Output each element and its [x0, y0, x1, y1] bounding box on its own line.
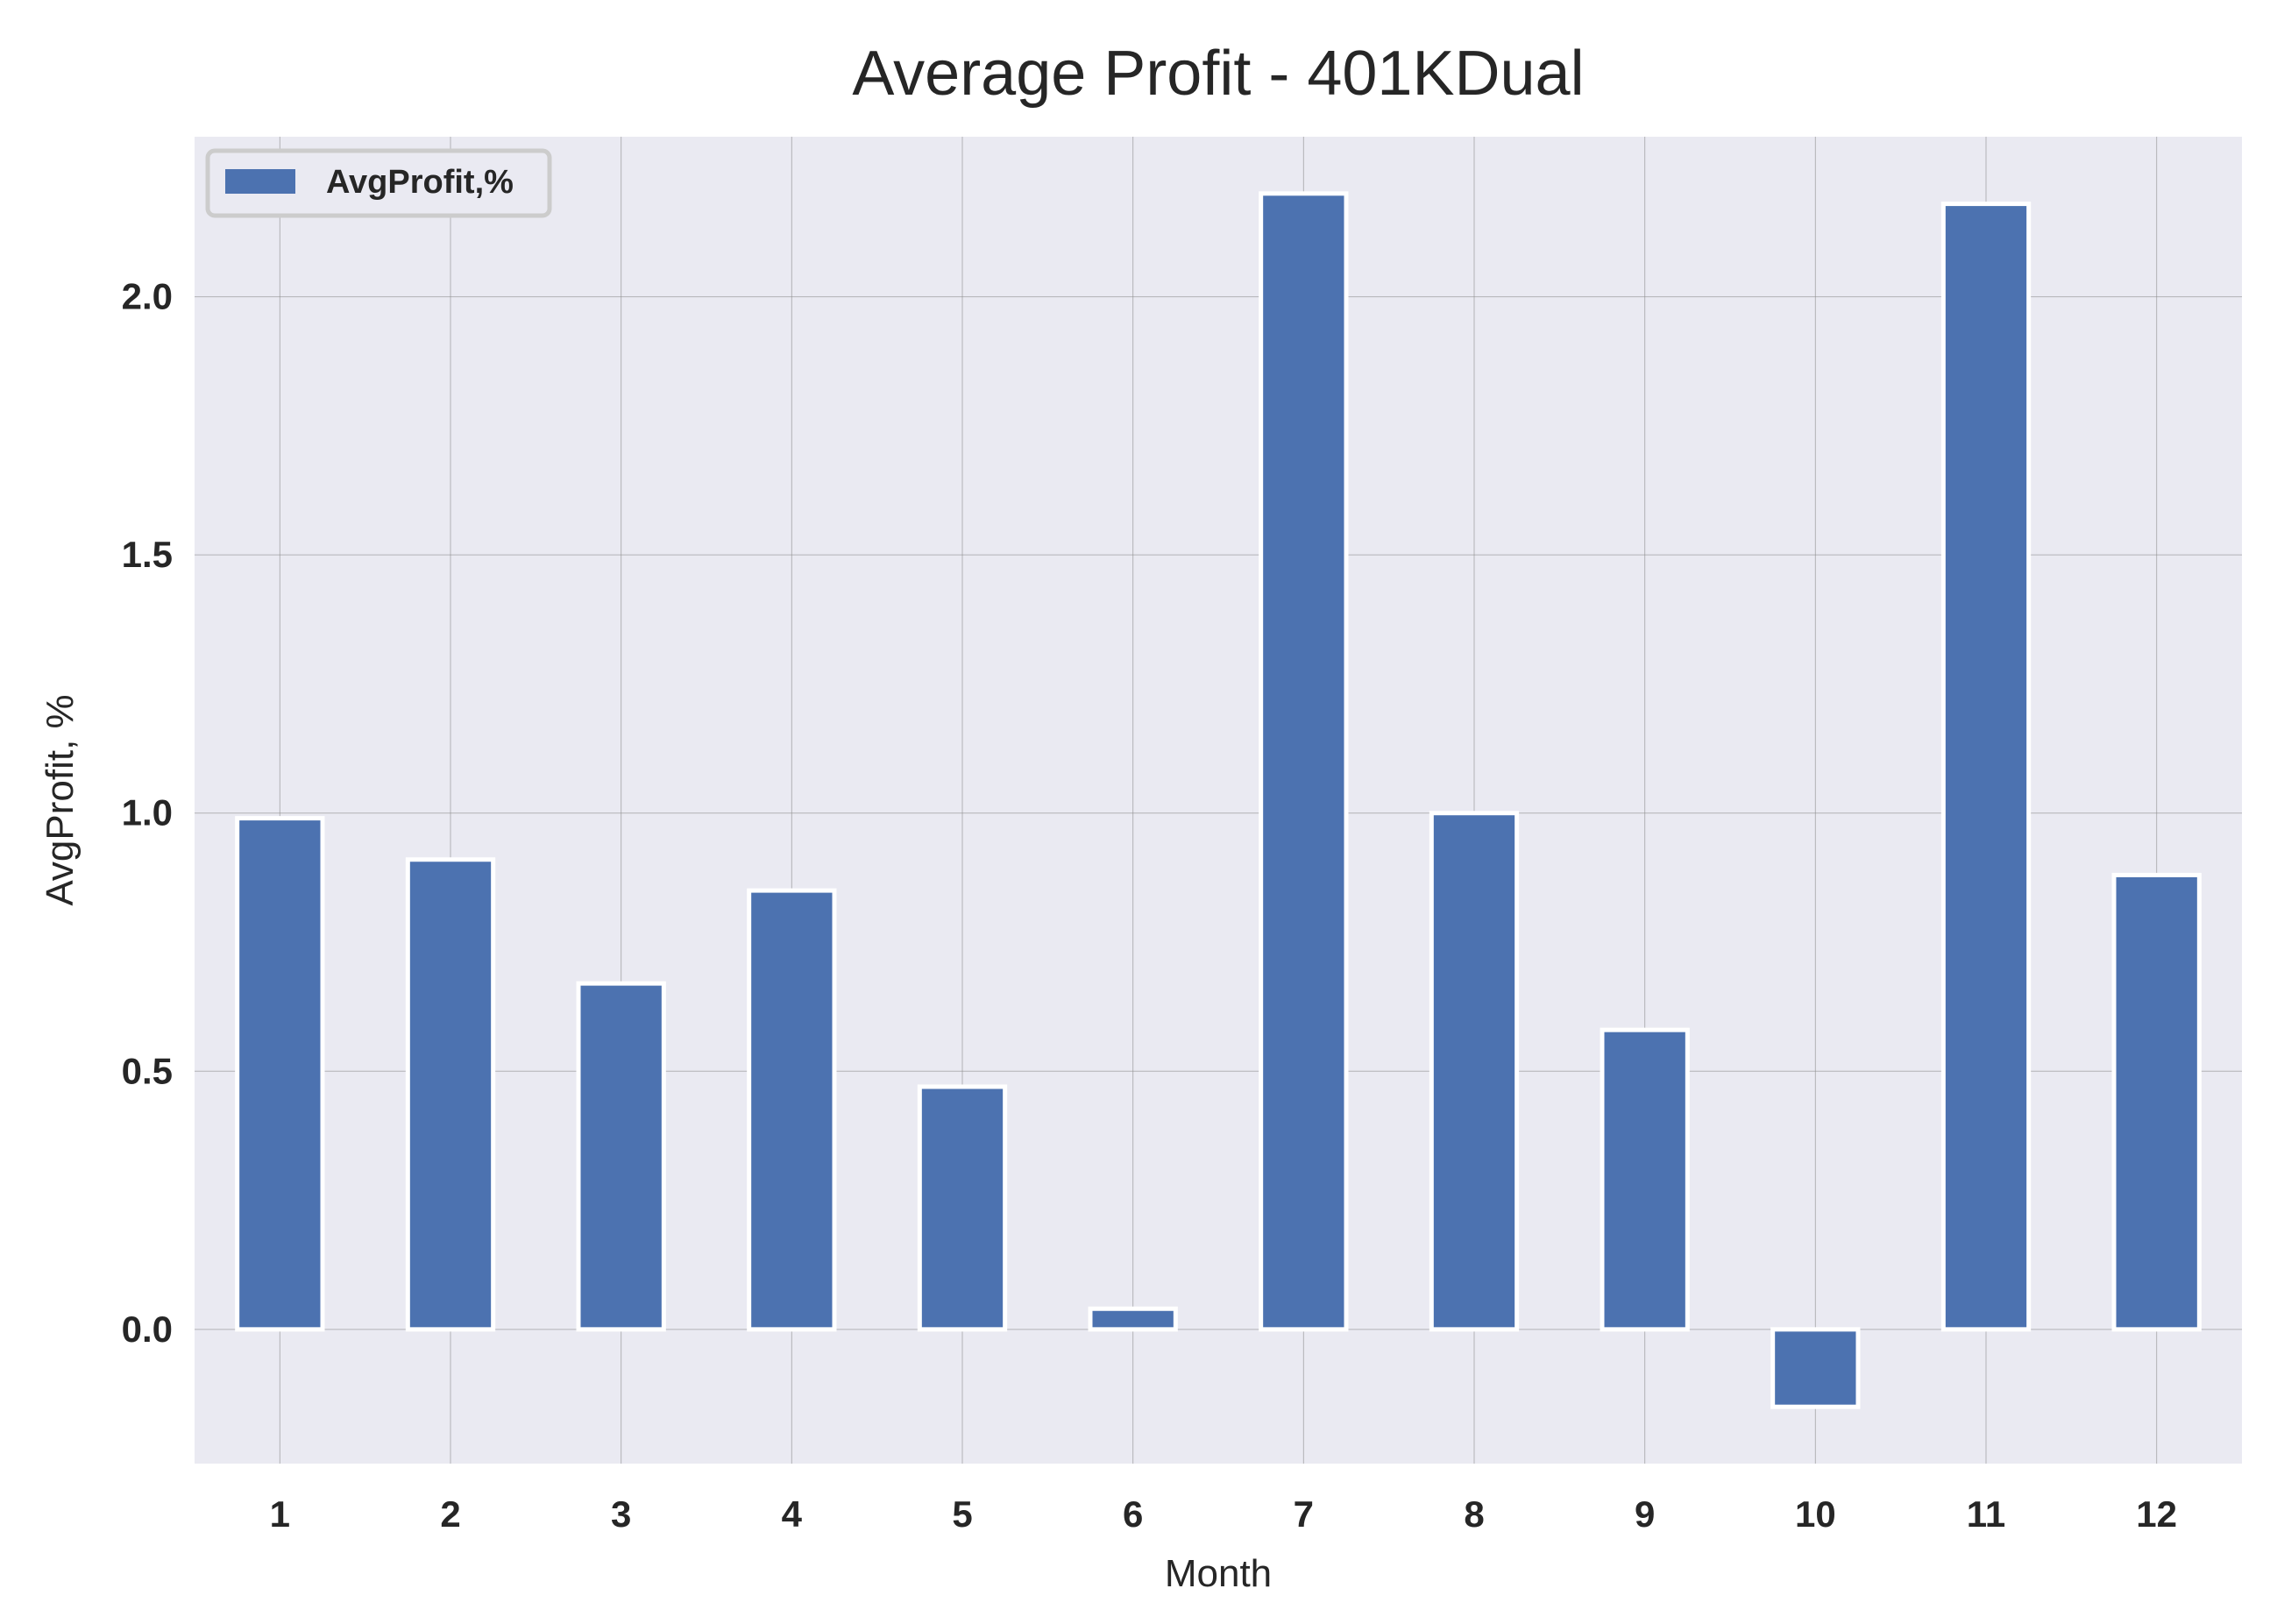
x-tick-labels: 1 2 3 4 5 6 7 8 9 10 11 12 [270, 1493, 2177, 1535]
x-tick-label: 12 [2136, 1493, 2177, 1535]
x-tick-label: 11 [1967, 1493, 2005, 1535]
x-tick-label: 6 [1123, 1493, 1143, 1535]
x-tick-label: 7 [1294, 1493, 1314, 1535]
bar-month-2 [405, 857, 496, 1332]
bar-month-8 [1429, 811, 1520, 1332]
y-tick-label: 2.0 [122, 276, 173, 317]
x-tick-label: 4 [782, 1493, 803, 1535]
bar-month-6 [1088, 1306, 1178, 1332]
bar-month-9 [1600, 1027, 1690, 1332]
bars [235, 191, 2202, 1409]
bar-month-5 [917, 1084, 1008, 1332]
y-tick-label: 1.5 [122, 534, 173, 575]
x-tick-label: 1 [270, 1493, 290, 1535]
bar-month-3 [576, 981, 666, 1332]
plot-background [195, 137, 2242, 1464]
legend-swatch [225, 169, 295, 194]
y-tick-labels: 0.0 0.5 1.0 1.5 2.0 [122, 276, 173, 1350]
legend-label: AvgProfit,% [326, 164, 514, 201]
y-tick-label: 0.0 [122, 1308, 173, 1350]
bar-month-12 [2111, 872, 2202, 1332]
legend-box [205, 148, 552, 218]
bar-month-4 [747, 888, 837, 1332]
bar-month-10 [1770, 1327, 1861, 1409]
x-axis-label: Month [1165, 1552, 1272, 1595]
x-tick-label: 2 [440, 1493, 460, 1535]
chart-title: Average Profit - 401KDual [852, 39, 1584, 109]
bar-month-11 [1940, 202, 2032, 1332]
x-tick-label: 3 [611, 1493, 631, 1535]
x-tick-label: 9 [1635, 1493, 1655, 1535]
x-tick-label: 5 [952, 1493, 972, 1535]
bar-month-7 [1259, 191, 1349, 1332]
y-axis-label: AvgProfit, % [39, 694, 82, 905]
y-tick-label: 0.5 [122, 1050, 173, 1091]
x-tick-label: 10 [1795, 1493, 1836, 1535]
y-tick-label: 1.0 [122, 792, 173, 833]
x-tick-label: 8 [1464, 1493, 1484, 1535]
legend: AvgProfit,% [205, 148, 552, 218]
bar-month-1 [235, 816, 325, 1332]
